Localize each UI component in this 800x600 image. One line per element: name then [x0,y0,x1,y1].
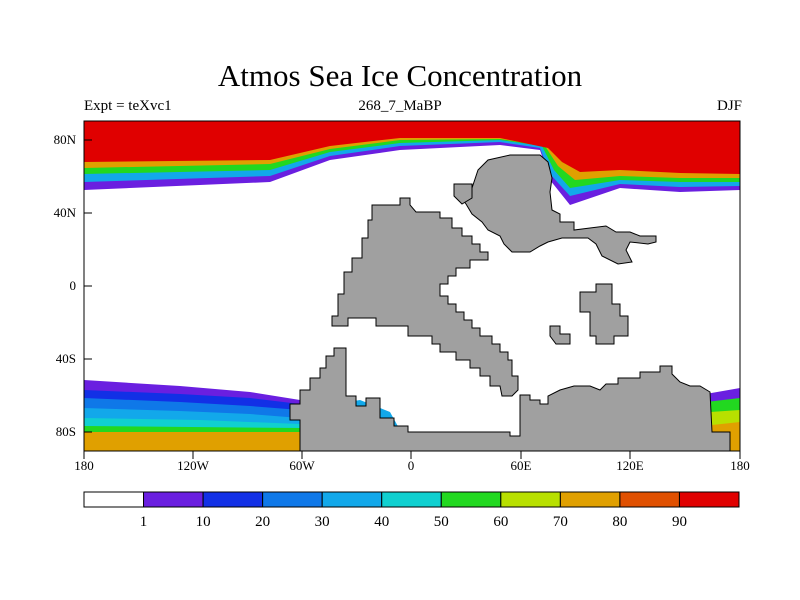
colorbar-label: 30 [315,514,330,530]
eastern-continent [459,154,657,265]
experiment-label: Expt = teXvc1 [84,98,172,114]
colorbar-swatch [619,491,680,508]
colorbar-label: 80 [612,514,627,530]
colorbar-swatch [202,491,264,508]
map-field [84,121,740,451]
colorbar-swatch [321,491,383,508]
north-ice-band-5 [84,121,740,174]
colorbar-label: 90 [672,514,687,530]
colorbar-label: 20 [255,514,270,530]
colorbar-label: 50 [434,514,449,530]
lon-tick-label: 60E [511,458,532,473]
southeast-island [579,283,629,345]
season-label: DJF [716,98,742,114]
small-island [549,325,571,345]
colorbar-swatch [381,491,442,508]
southern-continent [289,347,731,451]
lat-tick-label: 0 [70,278,77,293]
north-land-patch [453,183,473,205]
colorbar-swatch [143,491,204,508]
colorbar-swatch [678,491,740,508]
colorbar-label: 40 [374,514,389,530]
western-continent [331,197,519,397]
colorbar-swatch [83,491,145,508]
latitude-axis: 80N 40N 0 40S 80S [54,132,92,439]
colorbar-swatch [440,491,502,508]
colorbar-swatch [262,491,323,508]
colorbar-label: 70 [553,514,568,530]
lat-tick-label: 40N [54,205,77,220]
longitude-axis: 180 120W 60W 0 60E 120E 180 [74,451,750,473]
colorbar-swatch [559,491,621,508]
south-ice-band-7 [84,432,300,451]
colorbar-label: 1 [140,514,148,530]
lon-tick-label: 180 [74,458,94,473]
lon-tick-label: 60W [289,458,315,473]
colorbar: 1 10 20 30 40 50 60 70 80 90 [83,491,740,530]
map-title: Atmos Sea Ice Concentration [217,58,583,93]
lat-tick-label: 80N [54,132,77,147]
age-label: 268_7_MaBP [358,98,442,114]
colorbar-swatch [500,491,561,508]
lon-tick-label: 120E [616,458,644,473]
lat-tick-label: 80S [56,424,76,439]
lat-tick-label: 40S [56,351,76,366]
lon-tick-label: 180 [730,458,750,473]
colorbar-label: 60 [493,514,508,530]
lon-tick-label: 120W [177,458,210,473]
lon-tick-label: 0 [408,458,415,473]
colorbar-label: 10 [196,514,211,530]
